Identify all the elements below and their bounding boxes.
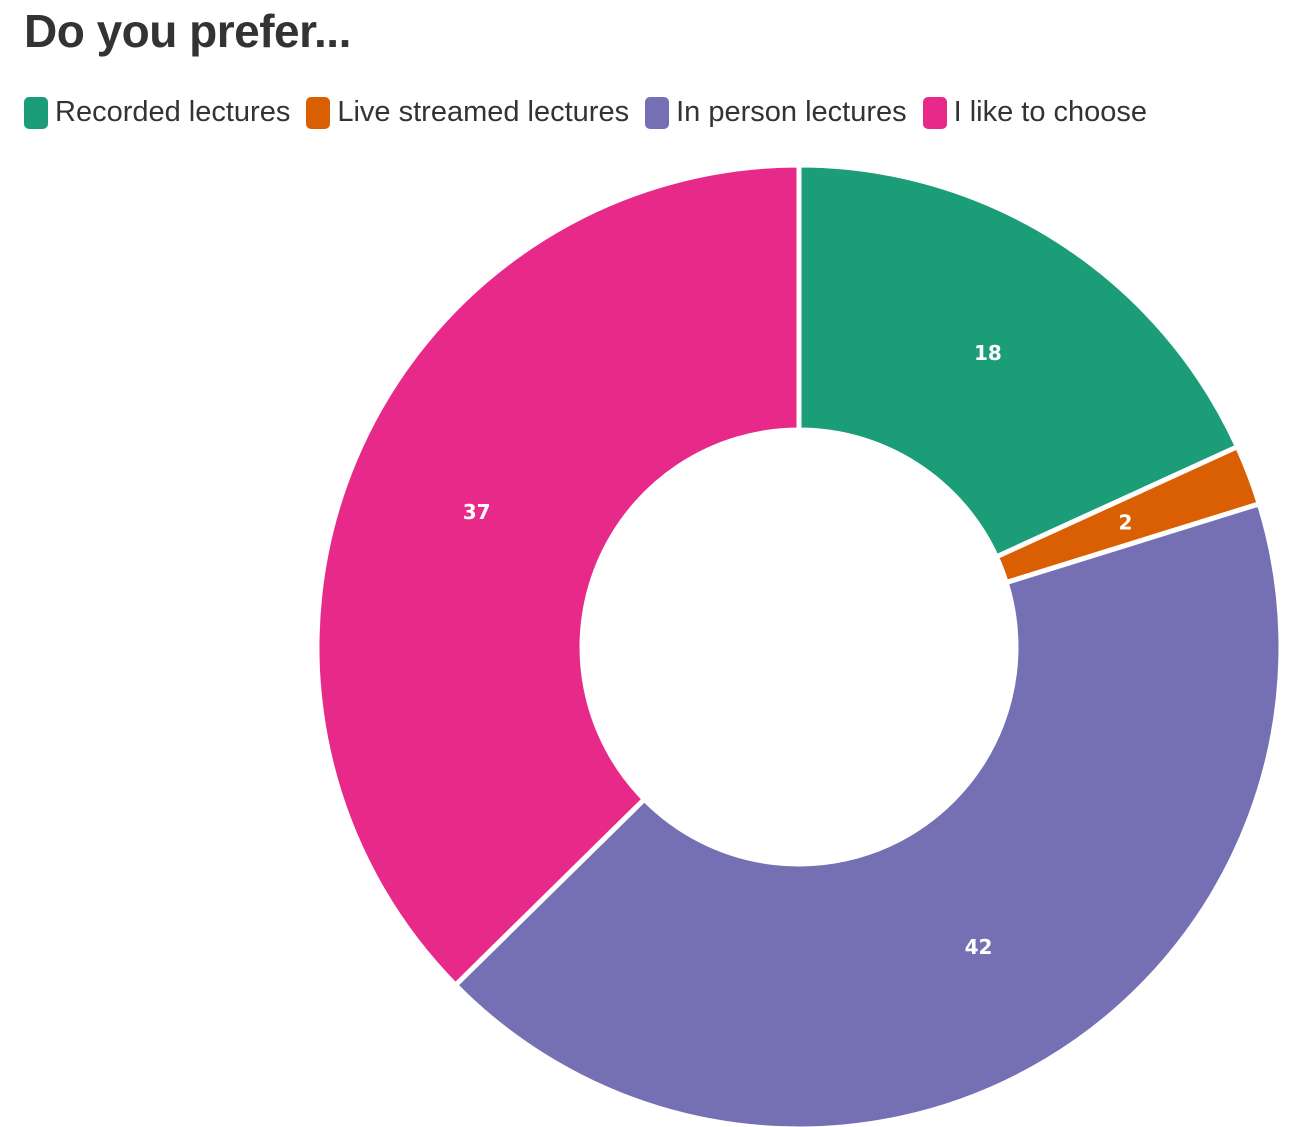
chart-legend: Recorded lectures Live streamed lectures… <box>24 96 1163 129</box>
slice-i-like-to-choose[interactable] <box>314 162 802 988</box>
chart-title: Do you prefer... <box>24 5 351 57</box>
legend-swatch-i-like-to-choose <box>922 96 947 129</box>
legend-label-i-like-to-choose: I like to choose <box>953 96 1148 128</box>
legend-swatch-recorded-lectures <box>24 96 48 129</box>
legend-swatch-in-person-lectures <box>645 96 670 129</box>
legend-label-in-person-lectures: In person lectures <box>676 96 907 128</box>
data-label-recorded-lectures: 18 <box>974 341 1002 365</box>
data-label-i-like-to-choose: 37 <box>463 500 491 524</box>
legend-item-live-streamed-lectures[interactable]: Live streamed lectures <box>306 96 629 129</box>
donut-data-labels: 18 2 42 37 <box>463 341 1133 959</box>
data-label-live-streamed-lectures: 2 <box>1119 510 1133 534</box>
legend-item-i-like-to-choose[interactable]: I like to choose <box>922 96 1148 129</box>
donut-slices <box>314 162 1284 1127</box>
legend-item-recorded-lectures[interactable]: Recorded lectures <box>24 96 290 129</box>
legend-item-in-person-lectures[interactable]: In person lectures <box>645 96 907 129</box>
legend-swatch-live-streamed-lectures <box>306 96 331 129</box>
slice-in-person-lectures[interactable] <box>452 501 1284 1127</box>
legend-label-live-streamed-lectures: Live streamed lectures <box>337 96 630 128</box>
slice-recorded-lectures[interactable] <box>796 162 1240 560</box>
legend-label-recorded-lectures: Recorded lectures <box>55 96 291 128</box>
data-label-in-person-lectures: 42 <box>965 935 993 959</box>
